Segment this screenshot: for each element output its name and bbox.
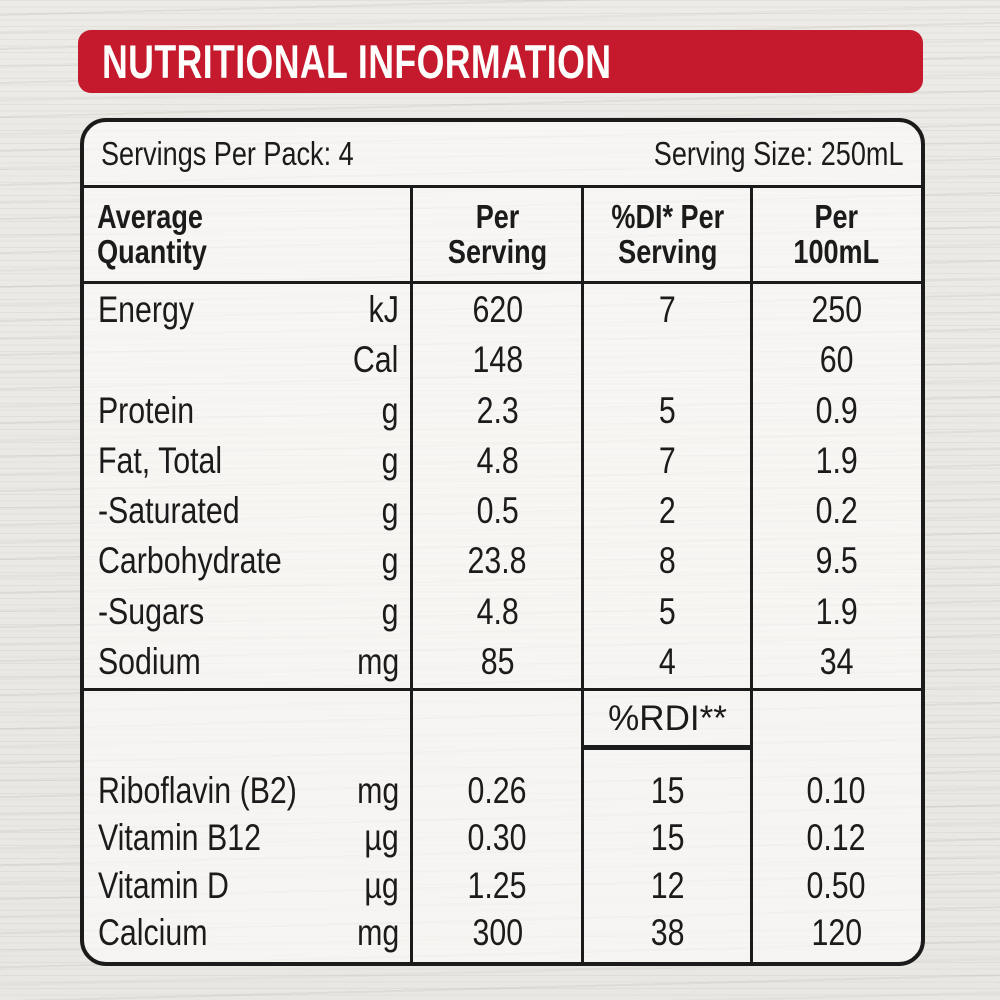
row-label: -Saturated [97,490,240,532]
column-header-per-serving: Per Serving [447,197,548,270]
row-unit: µg [364,817,399,859]
page-title: NUTRITIONAL INFORMATION [102,35,612,88]
table-row: Vitamin B12 µg 0.30 15 0.12 [84,815,921,863]
value-per-serving: 2.3 [476,389,519,431]
column-header-row: Average Quantity Per Serving %DI* Per Se… [84,188,921,281]
value-per-serving: 0.26 [467,769,528,811]
value-per-100ml: 120 [811,912,862,954]
row-unit: mg [356,640,399,682]
value-percent: 4 [659,640,676,682]
value-per-100ml: 0.9 [815,389,858,431]
row-label: Vitamin B12 [97,817,261,859]
divider-above-rdi-section [84,688,921,691]
table-row: -Sugars g 4.8 5 1.9 [84,587,921,637]
column-header-per-100ml: Per 100mL [793,197,880,270]
rdi-heading: %RDI** [608,699,727,738]
row-label: Vitamin D [97,864,229,906]
row-unit: µg [364,864,399,906]
title-bar: NUTRITIONAL INFORMATION [78,30,923,93]
row-unit: g [382,389,399,431]
divider-below-serving-info [84,185,921,188]
table-row: Vitamin D µg 1.25 12 0.50 [84,862,921,910]
serving-info-row: Servings Per Pack: 4 Serving Size: 250mL [84,122,921,185]
value-percent: 15 [650,817,685,859]
main-nutrient-rows: Energy kJ 620 7 250 Cal 148 60 Protein g… [84,285,921,687]
row-unit: g [382,540,399,582]
table-row: Calcium mg 300 38 120 [84,910,921,958]
row-unit: mg [356,769,399,811]
value-percent: 5 [659,389,676,431]
row-label: Energy [97,289,195,331]
row-label: Fat, Total [97,439,223,481]
value-per-serving: 4.8 [476,590,519,632]
table-row: Cal 148 60 [84,335,921,385]
value-percent: 8 [659,540,676,582]
table-row: -Saturated g 0.5 2 0.2 [84,486,921,536]
value-per-100ml: 0.12 [806,817,867,859]
value-percent: 7 [659,289,676,331]
row-label: Calcium [97,912,208,954]
row-unit: kJ [368,289,399,331]
nutrition-table: Servings Per Pack: 4 Serving Size: 250mL… [80,118,925,966]
column-header-di-per-serving: %DI* Per Serving [611,197,724,270]
row-unit: g [382,590,399,632]
row-unit: g [382,490,399,532]
value-per-serving: 300 [472,912,523,954]
value-percent: 38 [650,912,685,954]
row-unit: Cal [353,339,399,381]
value-percent: 12 [650,864,685,906]
column-divider-3 [750,185,753,962]
vitamin-mineral-rows: Riboflavin (B2) mg 0.26 15 0.10 Vitamin … [84,767,921,957]
row-unit: g [382,439,399,481]
row-label: -Sugars [97,590,205,632]
value-percent: 2 [659,490,676,532]
value-per-serving: 4.8 [476,439,519,481]
value-percent: 7 [659,439,676,481]
column-divider-1 [410,185,413,962]
value-per-serving: 0.5 [476,490,519,532]
value-per-100ml: 1.9 [815,439,858,481]
value-per-100ml: 250 [811,289,862,331]
value-per-100ml: 0.10 [806,769,867,811]
servings-per-pack: Servings Per Pack: 4 [101,134,354,172]
row-unit: mg [356,912,399,954]
row-label: Sodium [97,640,201,682]
table-row: Carbohydrate g 23.8 8 9.5 [84,536,921,586]
value-per-serving: 148 [472,339,523,381]
table-row: Sodium mg 85 4 34 [84,637,921,687]
row-label: Carbohydrate [97,540,282,582]
value-per-serving: 23.8 [467,540,528,582]
value-per-100ml: 34 [819,640,854,682]
row-label: Protein [97,389,195,431]
value-per-100ml: 9.5 [815,540,858,582]
value-percent: 15 [650,769,685,811]
table-row: Riboflavin (B2) mg 0.26 15 0.10 [84,767,921,815]
table-row: Fat, Total g 4.8 7 1.9 [84,436,921,486]
value-per-serving: 0.30 [467,817,528,859]
rdi-heading-underline [583,745,752,750]
row-label: Riboflavin (B2) [97,769,297,811]
value-per-serving: 620 [472,289,523,331]
value-per-100ml: 0.2 [815,490,858,532]
value-per-100ml: 0.50 [806,864,867,906]
serving-size: Serving Size: 250mL [653,134,903,172]
value-per-serving: 85 [480,640,515,682]
divider-below-column-headers [84,281,921,284]
table-row: Protein g 2.3 5 0.9 [84,386,921,436]
table-row: Energy kJ 620 7 250 [84,285,921,335]
column-header-average-quantity: Average Quantity [97,197,207,270]
value-per-100ml: 60 [819,339,854,381]
value-per-100ml: 1.9 [815,590,858,632]
value-percent: 5 [659,590,676,632]
value-per-serving: 1.25 [467,864,528,906]
column-divider-2 [581,185,584,962]
